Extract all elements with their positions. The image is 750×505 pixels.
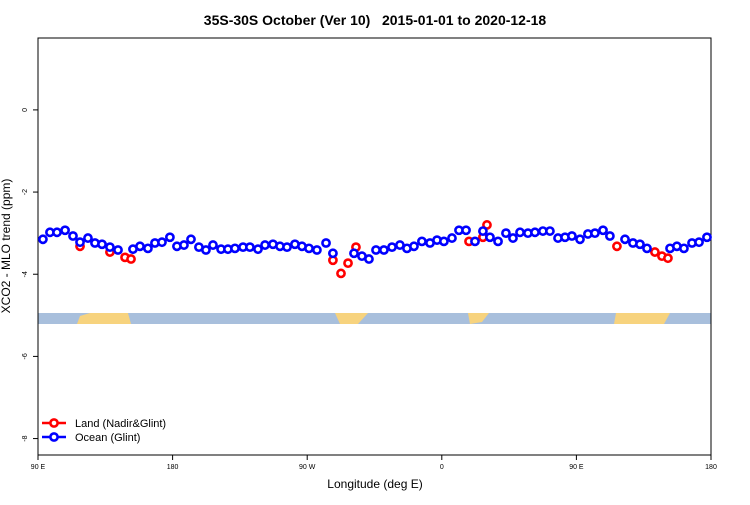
y-axis-label: XCO2 - MLO trend (ppm) [0, 179, 13, 314]
data-point [201, 245, 211, 255]
y-tick-label: -2 [22, 189, 29, 195]
data-point [485, 232, 495, 243]
data-point [230, 243, 240, 254]
data-point [612, 241, 622, 252]
y-tick-label: -6 [22, 353, 29, 359]
data-point [328, 248, 338, 259]
plot-frame [37, 37, 712, 456]
data-point [208, 240, 218, 250]
data-point [470, 236, 480, 247]
data-point [575, 234, 585, 245]
data-point [135, 241, 145, 252]
data-point [694, 237, 704, 248]
data-point [702, 232, 712, 243]
x-tick-label: 180 [167, 464, 179, 471]
data-point [68, 231, 78, 241]
data-point [245, 242, 255, 253]
land-patch [468, 313, 489, 324]
data-point [165, 232, 175, 243]
y-tick-label: 0 [22, 108, 29, 112]
data-point [260, 240, 270, 250]
data-point [605, 231, 615, 241]
data-point [417, 236, 427, 247]
x-tick-label: 0 [440, 464, 444, 471]
map-strip [38, 313, 711, 324]
chart-title: 35S-30S October (Ver 10) 2015-01-01 to 2… [204, 12, 547, 28]
data-point [60, 225, 70, 236]
data-point [83, 233, 93, 243]
data-point [312, 245, 322, 255]
data-point [620, 234, 630, 245]
ocean-strip [38, 313, 711, 324]
data-point [679, 243, 689, 254]
data-point [598, 225, 608, 236]
land-patch [77, 313, 131, 324]
data-point [663, 253, 673, 264]
data-point [515, 227, 525, 238]
data-point [364, 254, 374, 264]
data-point [321, 238, 331, 248]
data-point [157, 237, 167, 248]
data-point [642, 243, 652, 254]
data-point [38, 234, 48, 245]
x-tick-label: 90 W [299, 464, 316, 471]
data-point [650, 247, 660, 257]
data-point [143, 243, 153, 254]
data-point [179, 240, 189, 250]
data-point [349, 248, 359, 259]
data-point [126, 254, 136, 264]
data-point [409, 241, 419, 252]
data-point [461, 225, 471, 236]
data-point [545, 226, 555, 236]
data-point [75, 237, 85, 248]
data-point [567, 231, 577, 241]
data-point [447, 233, 457, 243]
land-patch [614, 313, 670, 324]
x-tick-label: 180 [705, 464, 717, 471]
data-point [530, 227, 540, 238]
data-point [438, 236, 449, 247]
data-point [97, 239, 107, 250]
legend-marker [49, 432, 59, 442]
data-point [253, 244, 263, 255]
y-tick-label: -4 [22, 271, 29, 277]
x-axis-label: Longitude (deg E) [327, 477, 422, 491]
x-tick-label: 90 E [31, 464, 46, 471]
data-point [635, 239, 645, 250]
data-point [304, 243, 314, 254]
data-point [501, 228, 511, 239]
data-point [282, 242, 292, 253]
data-point [186, 234, 196, 245]
land-patch [335, 313, 368, 324]
data-point [590, 228, 600, 239]
legend-label: Ocean (Glint) [75, 432, 140, 444]
data-point [387, 242, 397, 253]
data-point [113, 245, 123, 255]
data-point [371, 245, 381, 255]
data-point [493, 236, 503, 247]
legend-marker [49, 418, 59, 428]
x-tick-label: 90 E [569, 464, 584, 471]
y-tick-label: -8 [22, 435, 29, 441]
data-point [508, 233, 518, 243]
data-point [336, 268, 346, 279]
data-point [105, 242, 115, 253]
data-point [379, 245, 389, 255]
data-point [52, 227, 62, 238]
data-point [343, 258, 353, 269]
data-point [478, 226, 488, 236]
legend-label: Land (Nadir&Glint) [75, 418, 166, 430]
